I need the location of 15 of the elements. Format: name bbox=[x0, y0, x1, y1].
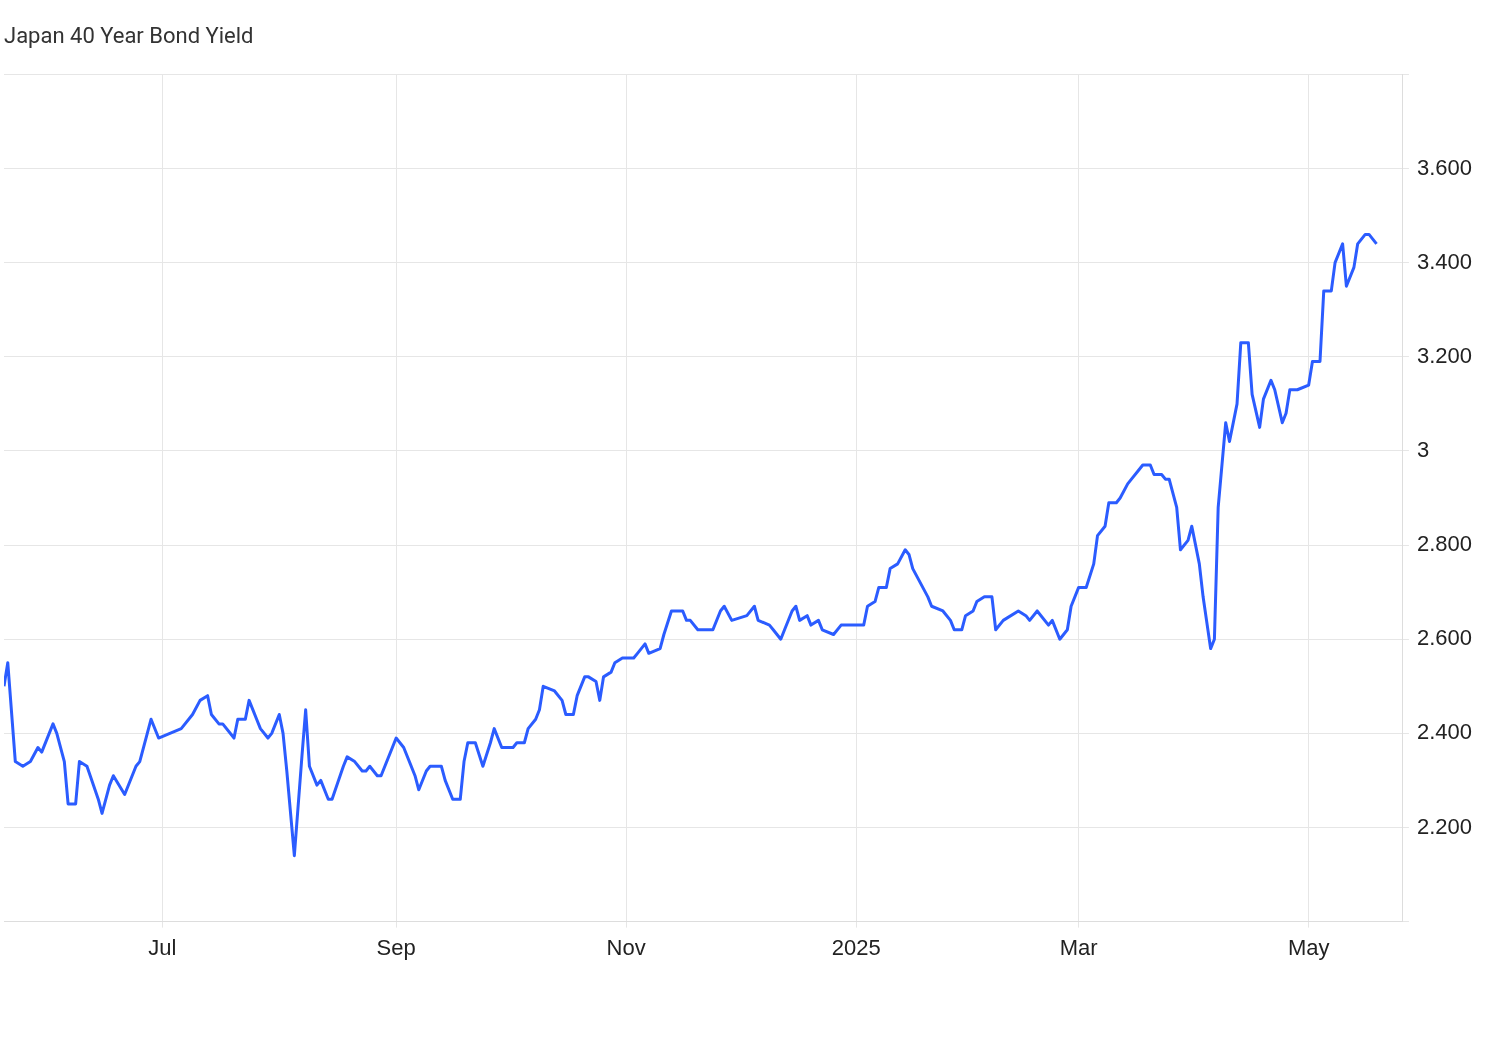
y-tick-label: 3.400 bbox=[1416, 248, 1473, 274]
y-tick-label: 2.200 bbox=[1416, 813, 1473, 839]
y-tick-label: 2.800 bbox=[1416, 531, 1473, 557]
x-tick-label: Jul bbox=[148, 934, 177, 960]
x-tick-label: May bbox=[1287, 934, 1330, 960]
x-tick-label: Nov bbox=[606, 934, 646, 960]
x-tick-label: Sep bbox=[376, 934, 416, 960]
x-tick-label: 2025 bbox=[831, 934, 881, 960]
y-tick-label: 3.600 bbox=[1416, 154, 1473, 180]
y-tick-label: 2.400 bbox=[1416, 719, 1473, 745]
x-tick-label: Mar bbox=[1059, 934, 1098, 960]
y-tick-label: 3 bbox=[1416, 437, 1430, 462]
chart-title: Japan 40 Year Bond Yield bbox=[4, 22, 254, 48]
y-tick-label: 2.600 bbox=[1416, 625, 1473, 651]
y-tick-label: 3.200 bbox=[1416, 342, 1473, 368]
